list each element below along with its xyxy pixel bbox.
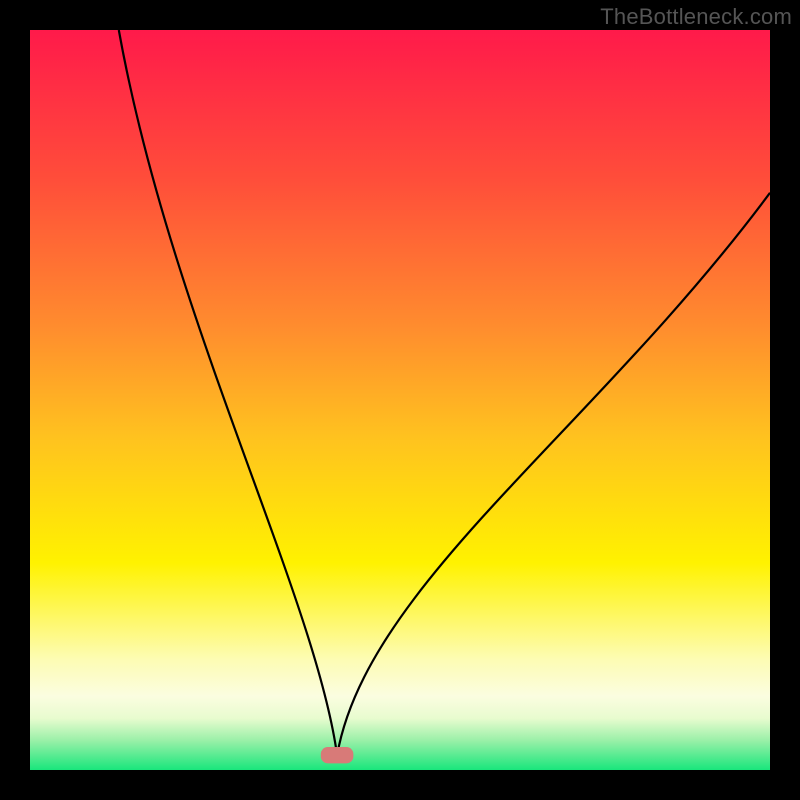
- chart-svg: [0, 0, 800, 800]
- bottleneck-chart: TheBottleneck.com: [0, 0, 800, 800]
- watermark-text: TheBottleneck.com: [600, 4, 792, 30]
